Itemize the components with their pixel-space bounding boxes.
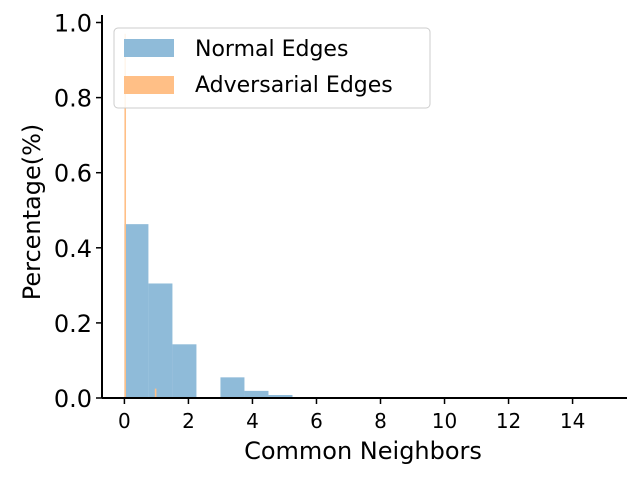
bars-layer [124,33,293,399]
legend-label-adversarial-edges: Adversarial Edges [195,73,393,98]
bar-normal-edges-4 [244,390,269,398]
ticks-layer: 0 2 4 6 8 10 12 14 0.0 0.2 0.4 0.6 0.8 1.0 [54,10,585,433]
y-tick-label: 0.6 [54,160,92,188]
y-tick-label: 0.4 [54,235,92,263]
x-axis-label: Common Neighbors [244,437,482,465]
bar-normal-edges-2 [172,344,197,398]
x-tick-label: 0 [118,409,131,433]
y-tick-label: 0.0 [54,385,92,413]
y-tick-label: 0.8 [54,85,92,113]
y-tick-label: 0.2 [54,310,92,338]
legend-swatch-adversarial-edges [124,76,174,94]
x-tick-label: 12 [496,409,521,433]
x-tick-label: 14 [560,409,585,433]
x-tick-label: 6 [310,409,323,433]
bar-normal-edges-3 [220,377,245,398]
y-tick-label: 1.0 [54,10,92,38]
bar-normal-edges-1 [148,283,173,398]
axes-layer [101,15,627,399]
bar-normal-edges-5 [268,394,293,398]
legend-swatch-normal-edges [124,39,174,57]
legend-label-normal-edges: Normal Edges [195,37,348,62]
bar-adversarial-edges-1 [154,388,157,398]
bar-normal-edges-0 [124,224,149,398]
x-tick-label: 8 [374,409,387,433]
x-tick-label: 10 [432,409,457,433]
legend-frame [113,27,431,109]
bar-adversarial-edges-0 [124,33,127,399]
x-tick-label: 4 [246,409,259,433]
legend: Normal Edges Adversarial Edges [113,27,431,109]
x-tick-label: 2 [182,409,195,433]
y-axis-label: Percentage(%) [18,124,46,301]
